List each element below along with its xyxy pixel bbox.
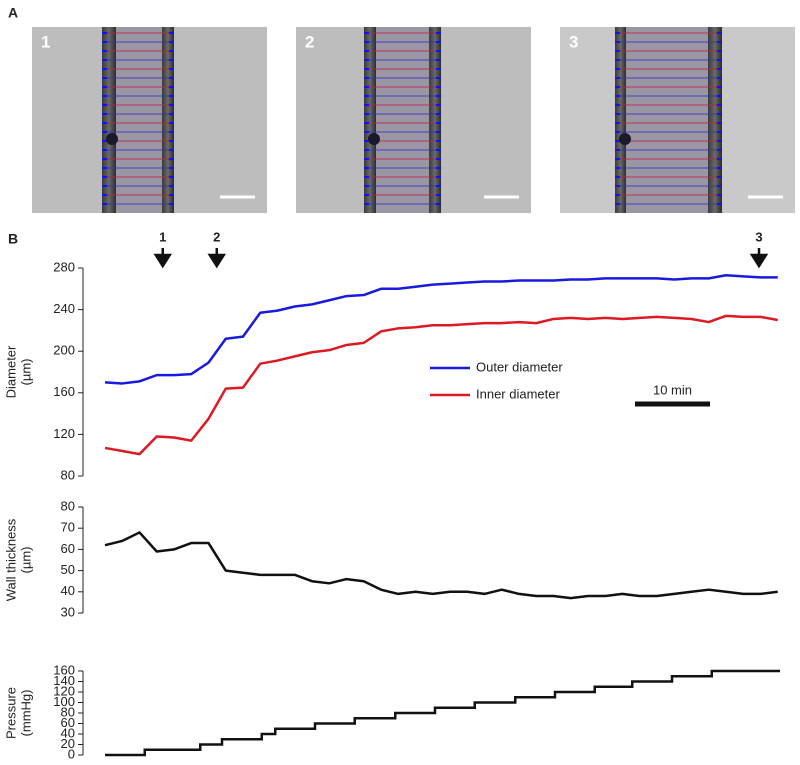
vessel-wall [162,27,174,213]
y-tick-label: 50 [61,562,75,577]
micrograph: 1 [32,27,267,213]
image-label: 1 [41,32,50,51]
arrow-label: 1 [159,229,166,244]
y-axis-label: (µm) [18,547,33,574]
data-line [104,314,778,456]
y-tick-label: 60 [61,541,75,556]
y-tick-label: 80 [61,467,75,482]
vessel-wall [102,27,116,213]
arrow [153,248,173,269]
vessel-lumen [626,27,708,213]
y-tick-label: 120 [53,683,75,698]
panel-label: A [8,5,18,21]
arrow [749,248,769,269]
cell [368,133,380,145]
legend-label: Outer diameter [476,359,563,374]
y-axis-label: Diameter [3,345,18,398]
y-tick-label: 120 [53,426,75,441]
y-tick-label: 240 [53,301,75,316]
y-tick-label: 60 [61,715,75,730]
vessel-wall [364,27,376,213]
y-tick-label: 30 [61,604,75,619]
y-tick-label: 100 [53,694,75,709]
vessel-lumen [376,27,429,213]
legend-label: Inner diameter [476,386,560,401]
cell [619,133,631,145]
y-axis-label: Wall thickness [3,518,18,601]
cell [106,133,118,145]
arrow [207,248,227,269]
y-tick-label: 80 [61,704,75,719]
y-tick-label: 280 [53,259,75,274]
chart: 80 120 160 200 240 280 Diameter (µm) Outer diame… [3,229,778,482]
scale-bar-label: 10 min [653,382,692,397]
y-axis-label: (mmHg) [18,690,33,737]
y-tick-label: 160 [53,662,75,677]
image-label: 2 [305,32,314,51]
data-line [104,274,778,385]
micrograph: 3 [560,27,795,213]
vessel-wall [429,27,441,213]
micrographs: 1 2 3 [32,27,795,213]
y-tick-label: 40 [61,725,75,740]
arrow-label: 2 [213,229,220,244]
step-line [105,669,780,757]
y-tick-label: 20 [61,736,75,751]
data-line [104,531,778,600]
y-axis-label: Pressure [3,687,18,739]
image-label: 3 [569,32,578,51]
y-tick-label: 0 [68,746,75,761]
y-tick-label: 80 [61,498,75,513]
y-tick-label: 140 [53,673,75,688]
y-tick-label: 200 [53,343,75,358]
arrow-label: 3 [755,229,762,244]
y-tick-label: 40 [61,583,75,598]
y-tick-label: 70 [61,520,75,535]
vessel-lumen [116,27,162,213]
micrograph: 2 [296,27,531,213]
y-axis-label: (µm) [18,359,33,386]
y-tick-label: 160 [53,384,75,399]
panel-label: B [8,231,18,247]
chart: 30 40 50 60 70 80 Wall thickness (µm) [3,498,778,619]
vessel-wall [615,27,626,213]
vessel-wall [708,27,722,213]
